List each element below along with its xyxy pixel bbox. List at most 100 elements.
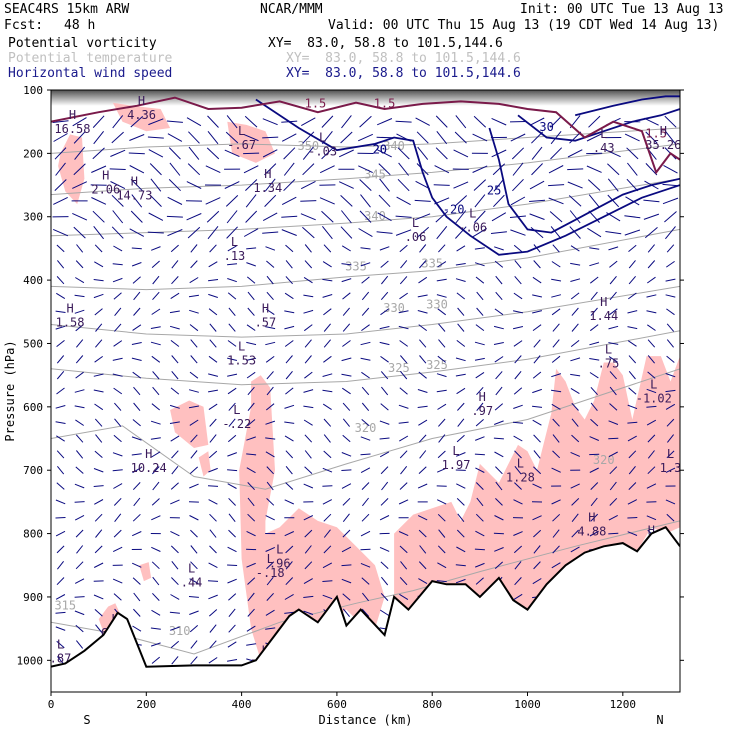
wind-vector <box>360 530 371 537</box>
wind-vector <box>74 514 85 521</box>
wind-vector <box>646 405 657 408</box>
wind-vector <box>512 310 524 314</box>
wind-vector <box>322 278 333 282</box>
wind-vector <box>570 546 580 553</box>
wind-vector <box>455 210 467 224</box>
wind-vector <box>400 561 408 570</box>
wind-vector <box>666 513 675 522</box>
wind-vector <box>132 419 141 427</box>
wind-vector <box>589 530 599 537</box>
wind-vector <box>418 529 427 538</box>
wind-vector <box>209 545 217 554</box>
wind-vector <box>208 279 219 282</box>
wind-vector <box>188 146 200 160</box>
pv-extremum-value: 1.44 <box>589 309 618 323</box>
wind-vector <box>550 147 563 160</box>
wind-vector <box>166 120 183 123</box>
wind-vector <box>571 307 579 316</box>
theta-label: 330 <box>383 301 405 315</box>
pv-extremum-value: .43 <box>593 141 615 155</box>
wind-vector <box>399 387 408 395</box>
wind-vector <box>342 340 351 347</box>
wind-vector <box>380 403 389 411</box>
wind-vector <box>341 578 352 584</box>
wind-vector <box>133 307 141 316</box>
wind-vector <box>552 339 560 348</box>
wind-vector <box>55 421 66 424</box>
wind-vector <box>208 261 218 268</box>
wind-vector <box>397 178 410 192</box>
wind-vector <box>589 324 599 332</box>
wind-vector <box>571 513 579 523</box>
wind-vector <box>590 291 598 301</box>
wind-vector <box>399 244 408 253</box>
wind-vector <box>247 386 255 396</box>
wind-vector <box>455 357 466 362</box>
wind-vector <box>52 120 69 123</box>
wind-vector <box>111 194 124 207</box>
wind-vector <box>74 596 85 598</box>
wind-vector <box>227 373 238 377</box>
wind-vector <box>495 466 503 475</box>
wind-vector <box>457 513 465 523</box>
wind-vector <box>609 371 617 380</box>
wind-vector <box>113 529 122 538</box>
pv-extremum-value: 35.26 <box>645 138 681 152</box>
wind-vector <box>266 481 274 491</box>
wind-vector <box>169 310 180 314</box>
pv-extremum-value: 1.53 <box>227 353 256 367</box>
wind-vector <box>133 497 141 507</box>
wind-vector <box>417 515 428 521</box>
wind-vector <box>360 357 371 361</box>
wind-vector <box>476 386 484 396</box>
wind-vector <box>399 450 408 459</box>
wind-vector <box>189 483 199 489</box>
wind-vector <box>208 499 218 505</box>
wind-vector <box>246 530 256 537</box>
wind-vector <box>454 131 467 144</box>
wind-vector <box>361 419 370 427</box>
wind-vector <box>189 324 199 332</box>
wind-vector <box>456 340 466 347</box>
wind-vector <box>208 355 218 363</box>
wind-vector <box>304 260 313 269</box>
wind-vector <box>208 308 218 316</box>
wind-vector <box>608 420 619 425</box>
wind-label: -20 <box>443 203 465 217</box>
wind-vector <box>264 163 277 176</box>
wind-vector <box>533 466 542 475</box>
wind-vector <box>167 229 183 237</box>
wind-vector <box>74 389 85 393</box>
wind-vector <box>247 608 255 617</box>
wind-vector <box>377 118 393 126</box>
theta-label: 325 <box>388 361 410 375</box>
wind-vector <box>281 196 297 206</box>
wind-vector <box>209 339 217 348</box>
wind-vector <box>417 483 428 489</box>
wind-vector <box>56 292 66 300</box>
wind-vector <box>206 210 220 223</box>
wind-vector <box>94 261 104 268</box>
pv-extremum-letter: L <box>469 206 476 220</box>
wind-vector <box>265 246 276 251</box>
wind-vector <box>319 165 335 174</box>
wind-vector <box>151 515 161 521</box>
wind-vector <box>400 260 408 269</box>
wind-vector <box>132 276 141 284</box>
wind-vector <box>170 545 179 554</box>
wind-vector <box>643 213 660 220</box>
wind-vector <box>570 387 580 395</box>
pv-shade-region-2 <box>227 121 275 163</box>
wind-vector <box>301 117 316 127</box>
wind-vector <box>227 434 237 443</box>
wind-vector <box>456 483 466 489</box>
wind-vector <box>190 529 198 538</box>
pv-extremum-letter: L <box>233 403 240 417</box>
wind-vector <box>76 640 84 649</box>
wind-vector <box>93 225 104 240</box>
wind-vector <box>302 163 315 176</box>
wind-label: 20 <box>373 142 387 156</box>
wind-vector <box>243 165 259 174</box>
wind-vector <box>57 260 65 269</box>
wind-vector <box>476 402 484 412</box>
